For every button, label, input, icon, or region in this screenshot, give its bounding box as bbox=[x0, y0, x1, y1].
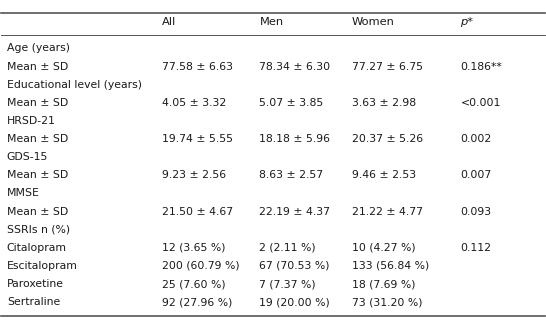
Text: 77.58 ± 6.63: 77.58 ± 6.63 bbox=[162, 62, 233, 71]
Text: 18.18 ± 5.96: 18.18 ± 5.96 bbox=[259, 134, 330, 144]
Text: HRSD-21: HRSD-21 bbox=[7, 116, 56, 126]
Text: 25 (7.60 %): 25 (7.60 %) bbox=[162, 279, 225, 289]
Text: Sertraline: Sertraline bbox=[7, 297, 60, 307]
Text: 12 (3.65 %): 12 (3.65 %) bbox=[162, 243, 225, 253]
Text: 0.112: 0.112 bbox=[460, 243, 491, 253]
Text: 9.46 ± 2.53: 9.46 ± 2.53 bbox=[352, 170, 416, 180]
Text: 22.19 ± 4.37: 22.19 ± 4.37 bbox=[259, 207, 330, 217]
Text: 0.002: 0.002 bbox=[460, 134, 491, 144]
Text: 5.07 ± 3.85: 5.07 ± 3.85 bbox=[259, 98, 324, 108]
Text: Men: Men bbox=[259, 17, 283, 27]
Text: SSRIs n (%): SSRIs n (%) bbox=[7, 225, 70, 235]
Text: Citalopram: Citalopram bbox=[7, 243, 67, 253]
Text: 73 (31.20 %): 73 (31.20 %) bbox=[352, 297, 422, 307]
Text: 3.63 ± 2.98: 3.63 ± 2.98 bbox=[352, 98, 416, 108]
Text: Age (years): Age (years) bbox=[7, 43, 70, 53]
Text: All: All bbox=[162, 17, 176, 27]
Text: 200 (60.79 %): 200 (60.79 %) bbox=[162, 261, 239, 271]
Text: Mean ± SD: Mean ± SD bbox=[7, 170, 68, 180]
Text: 8.63 ± 2.57: 8.63 ± 2.57 bbox=[259, 170, 324, 180]
Text: 19.74 ± 5.55: 19.74 ± 5.55 bbox=[162, 134, 233, 144]
Text: 77.27 ± 6.75: 77.27 ± 6.75 bbox=[352, 62, 423, 71]
Text: p*: p* bbox=[460, 17, 473, 27]
Text: Escitalopram: Escitalopram bbox=[7, 261, 78, 271]
Text: 9.23 ± 2.56: 9.23 ± 2.56 bbox=[162, 170, 225, 180]
Text: 20.37 ± 5.26: 20.37 ± 5.26 bbox=[352, 134, 423, 144]
Text: 4.05 ± 3.32: 4.05 ± 3.32 bbox=[162, 98, 226, 108]
Text: MMSE: MMSE bbox=[7, 188, 40, 198]
Text: Mean ± SD: Mean ± SD bbox=[7, 62, 68, 71]
Text: 2 (2.11 %): 2 (2.11 %) bbox=[259, 243, 316, 253]
Text: 21.50 ± 4.67: 21.50 ± 4.67 bbox=[162, 207, 233, 217]
Text: Mean ± SD: Mean ± SD bbox=[7, 98, 68, 108]
Text: 78.34 ± 6.30: 78.34 ± 6.30 bbox=[259, 62, 330, 71]
Text: Women: Women bbox=[352, 17, 395, 27]
Text: <0.001: <0.001 bbox=[460, 98, 501, 108]
Text: 0.007: 0.007 bbox=[460, 170, 491, 180]
Text: Mean ± SD: Mean ± SD bbox=[7, 134, 68, 144]
Text: 7 (7.37 %): 7 (7.37 %) bbox=[259, 279, 316, 289]
Text: 10 (4.27 %): 10 (4.27 %) bbox=[352, 243, 416, 253]
Text: 133 (56.84 %): 133 (56.84 %) bbox=[352, 261, 429, 271]
Text: 67 (70.53 %): 67 (70.53 %) bbox=[259, 261, 330, 271]
Text: Educational level (years): Educational level (years) bbox=[7, 80, 142, 90]
Text: 0.186**: 0.186** bbox=[460, 62, 502, 71]
Text: 18 (7.69 %): 18 (7.69 %) bbox=[352, 279, 416, 289]
Text: GDS-15: GDS-15 bbox=[7, 152, 48, 162]
Text: 92 (27.96 %): 92 (27.96 %) bbox=[162, 297, 232, 307]
Text: 0.093: 0.093 bbox=[460, 207, 491, 217]
Text: Paroxetine: Paroxetine bbox=[7, 279, 64, 289]
Text: 19 (20.00 %): 19 (20.00 %) bbox=[259, 297, 330, 307]
Text: 21.22 ± 4.77: 21.22 ± 4.77 bbox=[352, 207, 423, 217]
Text: Mean ± SD: Mean ± SD bbox=[7, 207, 68, 217]
